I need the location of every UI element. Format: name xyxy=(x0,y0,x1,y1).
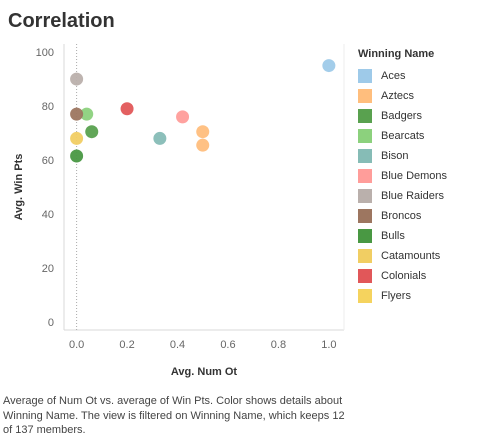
legend-item-bison[interactable]: Bison xyxy=(358,146,447,166)
legend-label: Badgers xyxy=(381,110,422,122)
legend-item-blue-demons[interactable]: Blue Demons xyxy=(358,166,447,186)
x-tick-label: 0.2 xyxy=(119,339,134,351)
y-tick-label: 20 xyxy=(42,263,54,275)
legend-swatch xyxy=(358,109,372,123)
data-point-blue-demons xyxy=(176,110,190,124)
legend-label: Aces xyxy=(381,70,406,82)
legend-swatch xyxy=(358,249,372,263)
y-tick-label: 0 xyxy=(48,317,54,329)
chart-caption: Average of Num Ot vs. average of Win Pts… xyxy=(3,395,345,436)
x-axis-label: Avg. Num Ot xyxy=(171,366,238,378)
y-tick-label: 80 xyxy=(42,101,54,113)
x-tick-label: 0.6 xyxy=(220,339,235,351)
legend-label: Flyers xyxy=(381,290,411,302)
data-point-bearcats xyxy=(80,107,94,121)
legend-swatch xyxy=(358,149,372,163)
y-axis-label: Avg. Win Pts xyxy=(13,154,25,221)
legend-swatch xyxy=(358,69,372,83)
data-point-catamounts xyxy=(70,131,84,145)
page-title: Correlation xyxy=(8,10,115,32)
legend-label: Blue Raiders xyxy=(381,190,444,202)
legend-label: Bulls xyxy=(381,230,405,242)
data-point-colonials xyxy=(120,102,134,116)
legend-items: Aces Aztecs Badgers Bearcats Bison Blue Demon… xyxy=(358,66,447,306)
x-tick-label: 1.0 xyxy=(321,339,336,351)
legend-swatch xyxy=(358,129,372,143)
legend-label: Blue Demons xyxy=(381,170,448,182)
legend-label: Bison xyxy=(381,150,409,162)
legend-title: Winning Name xyxy=(358,48,435,60)
data-point-aztecs xyxy=(196,138,210,152)
legend-swatch xyxy=(358,269,372,283)
data-point-broncos xyxy=(70,107,84,121)
legend-item-colonials[interactable]: Colonials xyxy=(358,266,447,286)
legend-label: Catamounts xyxy=(381,250,441,262)
legend-swatch xyxy=(358,89,372,103)
legend-item-badgers[interactable]: Badgers xyxy=(358,106,447,126)
data-point-blue-raiders xyxy=(70,72,84,86)
legend-swatch xyxy=(358,169,372,183)
legend-label: Bearcats xyxy=(381,130,425,142)
legend-item-catamounts[interactable]: Catamounts xyxy=(358,246,447,266)
x-tick-label: 0.4 xyxy=(170,339,185,351)
legend-item-broncos[interactable]: Broncos xyxy=(358,206,447,226)
legend-label: Colonials xyxy=(381,270,427,282)
legend-item-flyers[interactable]: Flyers xyxy=(358,286,447,306)
data-point-bulls xyxy=(70,149,84,163)
legend-label: Aztecs xyxy=(381,90,415,102)
legend-swatch xyxy=(358,289,372,303)
data-point-badgers xyxy=(85,125,99,139)
data-point-bison xyxy=(153,131,167,145)
legend-label: Broncos xyxy=(381,210,422,222)
y-tick-label: 60 xyxy=(42,155,54,167)
legend-swatch xyxy=(358,209,372,223)
legend-item-aces[interactable]: Aces xyxy=(358,66,447,86)
data-point-aztecs xyxy=(196,125,210,139)
x-tick-label: 0.8 xyxy=(271,339,286,351)
x-tick-label: 0.0 xyxy=(69,339,84,351)
legend-item-bearcats[interactable]: Bearcats xyxy=(358,126,447,146)
legend-item-blue-raiders[interactable]: Blue Raiders xyxy=(358,186,447,206)
legend-item-aztecs[interactable]: Aztecs xyxy=(358,86,447,106)
legend-swatch xyxy=(358,189,372,203)
y-tick-label: 40 xyxy=(42,209,54,221)
data-point-aces xyxy=(322,59,336,73)
legend-swatch xyxy=(358,229,372,243)
legend-item-bulls[interactable]: Bulls xyxy=(358,226,447,246)
y-tick-label: 100 xyxy=(36,47,54,59)
legend: Winning Name Aces Aztecs Badgers Bearcats Bi… xyxy=(358,48,447,306)
